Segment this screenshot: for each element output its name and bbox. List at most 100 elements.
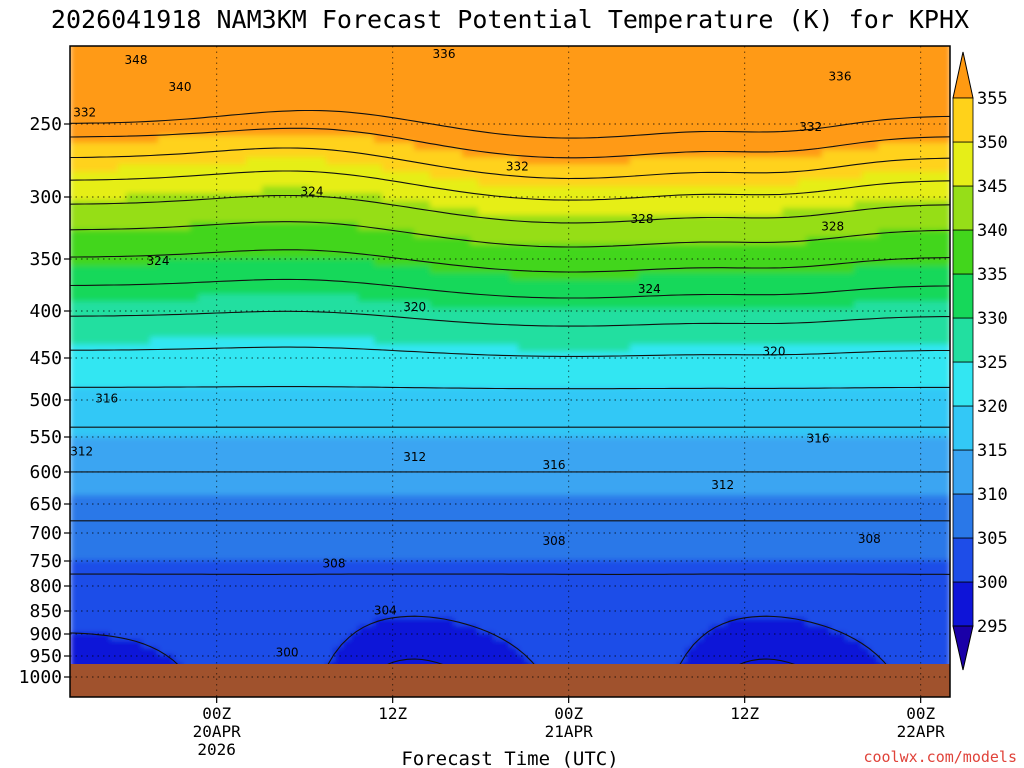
- y-tick-label: 500: [29, 390, 62, 411]
- contour-label: 324: [147, 254, 170, 268]
- y-axis: 2503003504004505005506006507007508008509…: [19, 114, 70, 688]
- contour-label: 340: [169, 80, 192, 94]
- contour-label: 348: [125, 53, 148, 67]
- colorbar-band-300: [952, 537, 974, 583]
- contour-label: 316: [807, 431, 830, 445]
- isentrope-344: [70, 194, 950, 224]
- y-tick-label: 700: [29, 523, 62, 544]
- grid-lines: [70, 46, 950, 697]
- contour-label: 332: [73, 106, 96, 120]
- y-tick-label: 400: [29, 301, 62, 322]
- isentrope-320: [70, 386, 950, 390]
- contour-label: 316: [95, 391, 118, 405]
- colorbar-band-295: [952, 581, 974, 627]
- contour-label: 312: [70, 444, 93, 458]
- colorbar-under-arrow: [952, 625, 974, 671]
- contour-label: 320: [763, 345, 786, 359]
- x-tick-label: 21APR: [545, 722, 594, 741]
- y-tick-label: 900: [29, 624, 62, 645]
- colorbar-band-345: [952, 141, 974, 187]
- isentrope-360: [70, 109, 950, 139]
- contour-label: 324: [301, 185, 324, 199]
- contour-label: 312: [711, 478, 734, 492]
- isentrope-336: [70, 249, 950, 273]
- contour-labels: 348 340 336 336 332 332 332 328 328 324 324 324 320 3…: [70, 47, 881, 659]
- colorbar-label: 330: [977, 309, 1008, 329]
- colorbar-label: 300: [977, 573, 1008, 593]
- colorbar-label: 320: [977, 397, 1008, 417]
- colorbar-label: 355: [977, 89, 1008, 109]
- contour-label: 308: [323, 557, 346, 571]
- x-tick-label: 20APR: [193, 722, 242, 741]
- colorbar-band-315: [952, 405, 974, 451]
- contour-label: 316: [543, 458, 566, 472]
- colorbar-band-340: [952, 185, 974, 231]
- x-tick-label: 12Z: [730, 704, 759, 723]
- y-tick-label: 1000: [19, 667, 62, 688]
- colorbar-band-325: [952, 317, 974, 363]
- terrain-band: [70, 664, 950, 697]
- filled-field: [70, 46, 950, 664]
- colorbar-label: 305: [977, 529, 1008, 549]
- colorbar-band-305: [952, 493, 974, 539]
- contour-label: 308: [543, 534, 566, 548]
- y-tick-label: 800: [29, 576, 62, 597]
- y-tick-label: 450: [29, 348, 62, 369]
- contour-label: 336: [829, 69, 852, 83]
- colorbar-label: 345: [977, 177, 1008, 197]
- colorbar-label: 325: [977, 353, 1008, 373]
- colorbar: 295 300 305 310 315 320 325 330 335 340 345 350 355: [952, 51, 1008, 671]
- chart-title: 2026041918 NAM3KM Forecast Potential Tem…: [51, 5, 969, 34]
- plot-area: 348 340 336 336 332 332 332 328 328 324 324 324 320 3…: [69, 45, 951, 698]
- isentrope-340: [70, 221, 950, 248]
- y-tick-label: 300: [29, 187, 62, 208]
- x-tick-label: 22APR: [897, 722, 946, 741]
- isentrope-332: [70, 278, 950, 299]
- y-tick-label: 350: [29, 249, 62, 270]
- isentrope-328: [70, 310, 950, 327]
- y-tick-label: 850: [29, 601, 62, 622]
- colorbar-label: 315: [977, 441, 1008, 461]
- colorbar-band-320: [952, 361, 974, 407]
- contour-label: 312: [403, 450, 426, 464]
- isentrope-296: [387, 658, 796, 664]
- x-tick-label: 00Z: [202, 704, 231, 723]
- x-axis-label: Forecast Time (UTC): [401, 748, 618, 768]
- y-tick-label: 750: [29, 551, 62, 572]
- y-tick-label: 950: [29, 646, 62, 667]
- contour-label: 320: [403, 300, 426, 314]
- x-tick-label: 12Z: [378, 704, 407, 723]
- colorbar-band-310: [952, 449, 974, 495]
- y-tick-label: 600: [29, 462, 62, 483]
- contour-label: 332: [799, 120, 822, 134]
- contour-label: 300: [276, 646, 299, 660]
- colorbar-band-330: [952, 273, 974, 319]
- colorbar-label: 350: [977, 133, 1008, 153]
- colorbar-band-350: [952, 97, 974, 143]
- contour-label: 328: [821, 220, 844, 234]
- contour-label: 336: [433, 47, 456, 61]
- contour-label: 308: [858, 532, 881, 546]
- isentrope-324: [70, 346, 950, 357]
- plot-frame: [69, 45, 951, 698]
- y-tick-label: 550: [29, 427, 62, 448]
- colorbar-label: 335: [977, 265, 1008, 285]
- y-tick-label: 250: [29, 114, 62, 135]
- isentrope-356: [70, 127, 950, 159]
- x-tick-label: 2026: [197, 740, 236, 759]
- colorbar-label: 295: [977, 617, 1008, 637]
- isentrope-300: [70, 615, 887, 664]
- y-tick-label: 650: [29, 494, 62, 515]
- contour-label: 328: [631, 212, 654, 226]
- colorbar-label: 310: [977, 485, 1008, 505]
- contour-label: 304: [374, 604, 397, 618]
- x-tick-label: 00Z: [554, 704, 583, 723]
- contour-label: 324: [638, 282, 661, 296]
- colorbar-band-335: [952, 229, 974, 275]
- colorbar-over-arrow: [952, 51, 974, 99]
- x-tick-label: 00Z: [906, 704, 935, 723]
- credit-text: coolwx.com/models: [863, 748, 1017, 766]
- colorbar-label: 340: [977, 221, 1008, 241]
